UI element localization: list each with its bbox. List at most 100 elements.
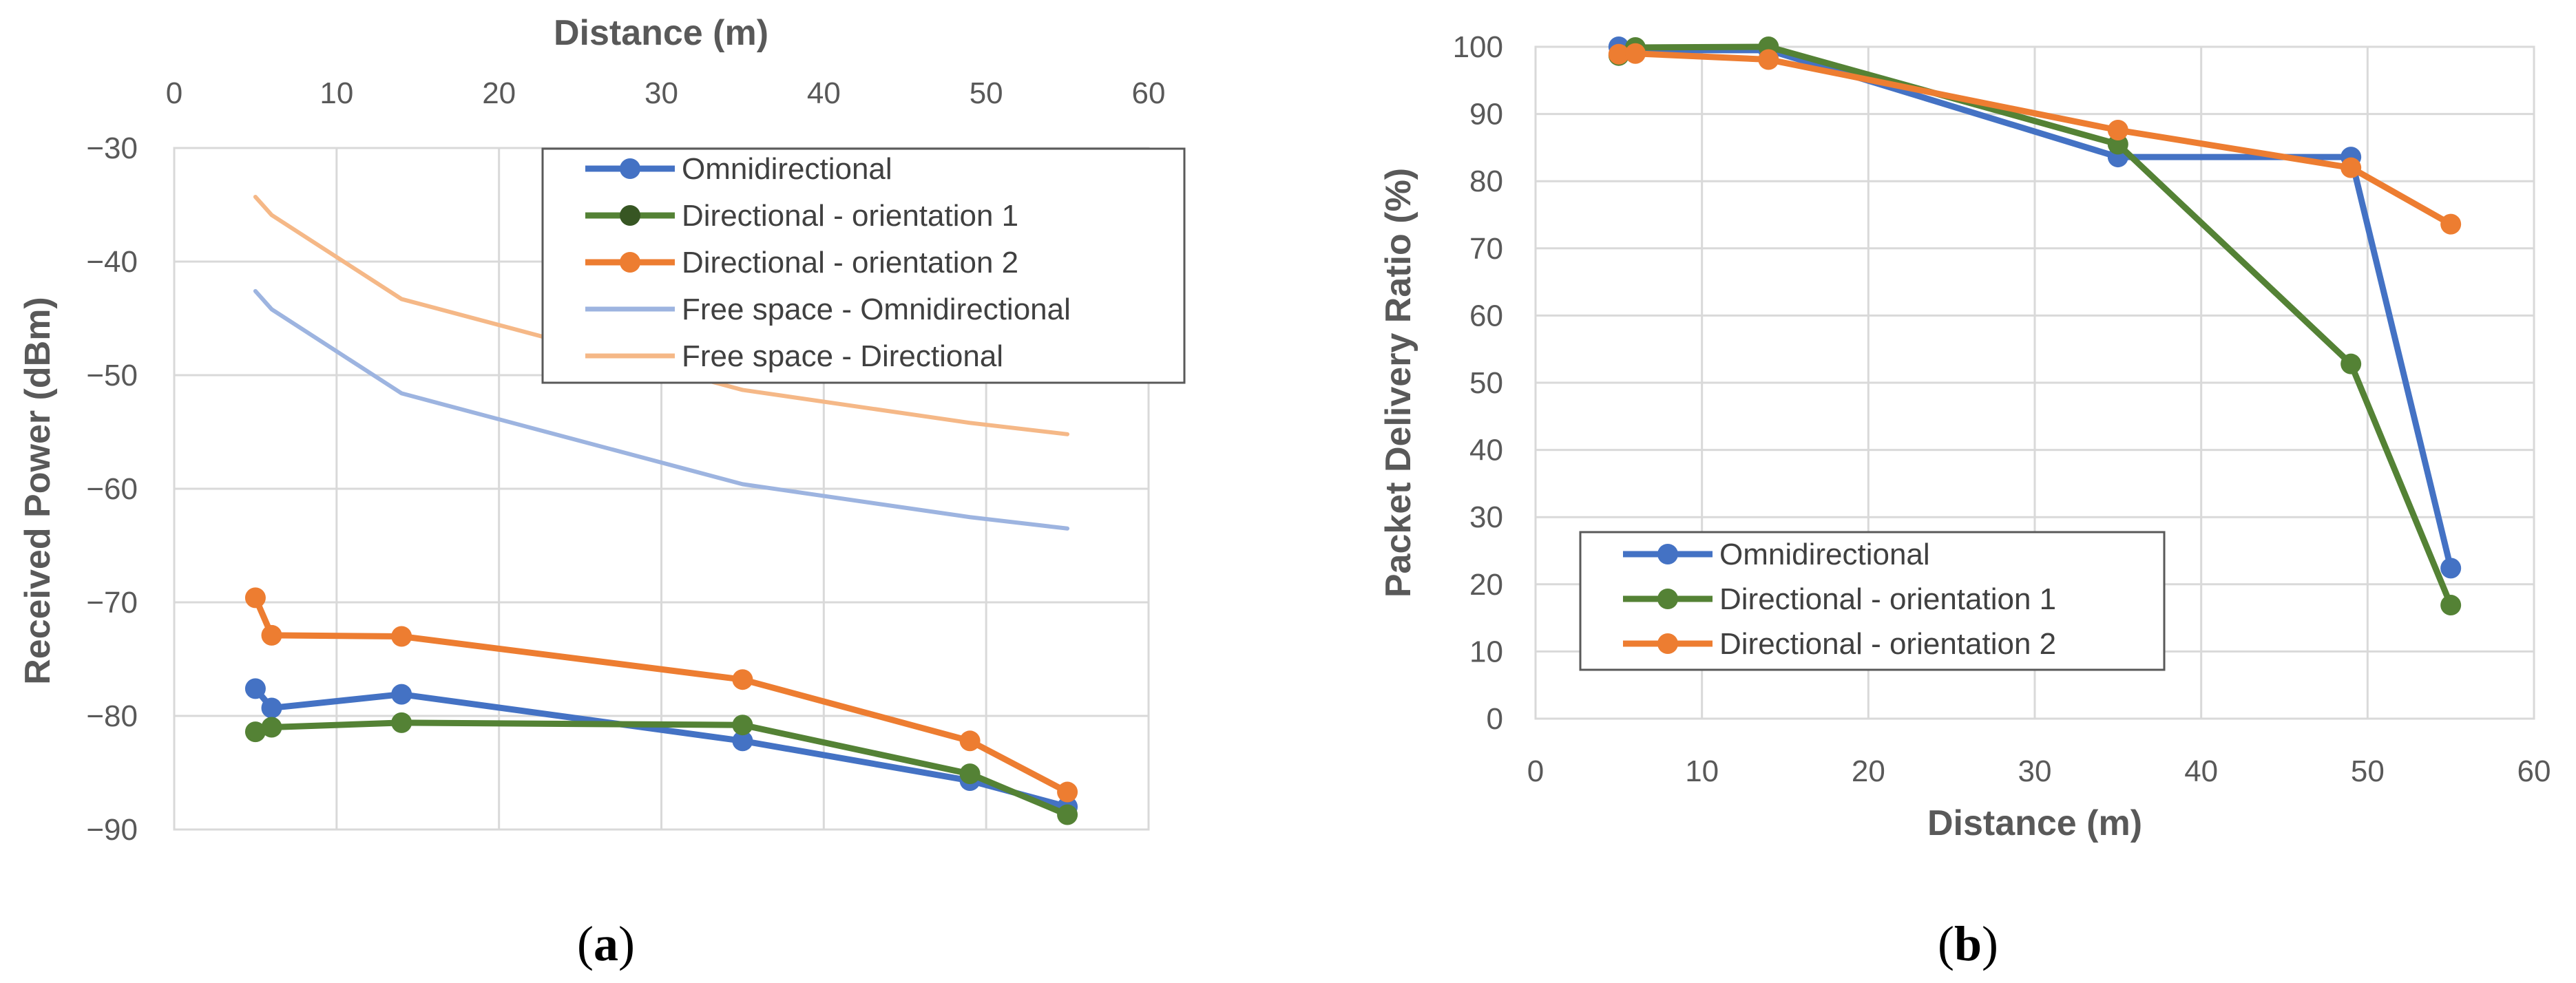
chart-a-panel-letter: a (594, 916, 618, 971)
chart-b-y-tick-label: 50 (1469, 366, 1503, 400)
chart-b-point-directional-orientation-2 (2107, 120, 2128, 141)
chart-b-legend-label: Omnidirectional (1719, 538, 1930, 571)
chart-b: 0 10 20 30 40 50 60 0 10 20 30 40 50 60 70 80 90 100 Dis… (1379, 30, 2551, 971)
chart-a-y-tick-label: −40 (86, 245, 138, 279)
chart-a-y-axis-title: Received Power (dBm) (18, 297, 58, 685)
chart-a-point-omnidirectional (391, 684, 412, 705)
chart-a-legend-swatch-marker (620, 158, 640, 179)
chart-a-legend-item-free-space-omnidirectional: Free space - Omnidirectional (585, 293, 1071, 326)
chart-b-panel-letter: b (1954, 916, 1982, 971)
chart-a-x-tick-label: 0 (166, 76, 182, 110)
chart-a-legend-label: Omnidirectional (682, 152, 892, 186)
chart-a-panel-label: (a) (577, 916, 635, 971)
chart-b-y-tick-label: 10 (1469, 635, 1503, 668)
chart-a-legend-box (541, 147, 1186, 384)
chart-b-point-directional-orientation-1 (2107, 134, 2128, 155)
chart-a-point-omnidirectional (732, 730, 753, 752)
chart-a-legend-label: Free space - Omnidirectional (682, 293, 1071, 326)
chart-b-y-tick-label: 70 (1469, 232, 1503, 266)
chart-a-legend-item-directional-orientation-2: Directional - orientation 2 (585, 246, 1018, 279)
chart-b-point-directional-orientation-2 (1608, 43, 1629, 65)
chart-a-legend-item-free-space-directional: Free space - Directional (585, 339, 1003, 373)
chart-b-point-directional-orientation-2 (2440, 213, 2462, 235)
chart-b-x-tick-label: 0 (1527, 754, 1544, 788)
chart-a-point-directional-orientation-1 (391, 712, 412, 733)
chart-a-point-directional-orientation-1 (261, 717, 282, 738)
chart-a-x-tick-label: 20 (482, 76, 516, 110)
chart-b-point-directional-orientation-2 (1625, 43, 1646, 64)
chart-b-legend-label: Directional - orientation 2 (1719, 627, 2056, 661)
chart-a-series-line-free-space-omnidirectional (253, 288, 1070, 531)
chart-a-legend-item-directional-orientation-1: Directional - orientation 1 (585, 199, 1018, 233)
chart-a-x-tick-label: 10 (320, 76, 353, 110)
chart-a-x-tick-label: 60 (1132, 76, 1166, 110)
chart-b-point-directional-orientation-1 (2341, 353, 2362, 374)
chart-a-x-tick-label: 50 (970, 76, 1003, 110)
chart-a-point-omnidirectional (244, 678, 266, 699)
chart-a-y-tick-label: −50 (86, 359, 138, 392)
chart-b-x-tick-label: 30 (2018, 754, 2052, 788)
chart-b-y-tick-label: 90 (1469, 98, 1503, 131)
chart-b-point-directional-orientation-1 (2440, 595, 2462, 616)
chart-b-legend-swatch-marker (1657, 589, 1678, 609)
chart-b-y-tick-label: 0 (1487, 702, 1503, 736)
chart-a-point-directional-orientation-1 (732, 715, 753, 736)
chart-a-point-directional-orientation-2 (1057, 781, 1078, 803)
chart-b-y-tick-label: 20 (1469, 568, 1503, 602)
chart-a-point-omnidirectional (261, 697, 282, 719)
chart-a-legend-swatch-marker (620, 252, 640, 273)
chart-b-x-tick-label: 60 (2517, 754, 2551, 788)
chart-b-legend-label: Directional - orientation 1 (1719, 582, 2056, 616)
chart-b-legend-item-omnidirectional: Omnidirectional (1623, 538, 1930, 571)
chart-b-y-ticks: 0 10 20 30 40 50 60 70 80 90 100 (1453, 30, 1503, 736)
chart-a-series (244, 194, 1078, 825)
chart-a-legend-label: Free space - Directional (682, 339, 1003, 373)
chart-b-y-axis-title: Packet Delivery Ratio (%) (1379, 168, 1418, 598)
chart-b-y-tick-label: 60 (1469, 299, 1503, 332)
chart-a-point-directional-orientation-2 (391, 626, 412, 647)
chart-a: 0 10 20 30 40 50 60 −30 −40 −50 −60 −70 −80 −90 Dist… (18, 13, 1186, 971)
chart-b-x-tick-label: 40 (2184, 754, 2218, 788)
chart-a-point-directional-orientation-2 (732, 669, 753, 690)
chart-b-y-tick-label: 40 (1469, 434, 1503, 467)
chart-b-series (1608, 36, 2462, 616)
chart-b-legend-swatch-marker (1657, 544, 1678, 564)
chart-a-y-tick-label: −60 (86, 472, 138, 506)
chart-b-x-ticks: 0 10 20 30 40 50 60 (1527, 754, 2551, 788)
chart-b-panel-label: (b) (1938, 916, 1998, 971)
chart-b-legend-swatch-marker (1657, 633, 1678, 654)
chart-a-x-tick-label: 40 (807, 76, 841, 110)
chart-b-legend: Omnidirectional Directional - orientatio… (1579, 531, 2166, 671)
chart-a-x-axis-title: Distance (m) (554, 13, 768, 53)
chart-a-legend-label: Directional - orientation 1 (682, 199, 1018, 233)
chart-b-x-tick-label: 50 (2351, 754, 2385, 788)
chart-a-point-directional-orientation-2 (959, 730, 981, 752)
chart-a-point-directional-orientation-1 (1057, 804, 1078, 825)
chart-b-x-tick-label: 10 (1685, 754, 1719, 788)
chart-b-legend-item-directional-orientation-1: Directional - orientation 1 (1623, 582, 2056, 616)
chart-b-x-axis-title: Distance (m) (1927, 803, 2142, 843)
chart-a-point-directional-orientation-1 (244, 721, 266, 743)
chart-a-y-tick-label: −80 (86, 699, 138, 733)
chart-a-legend-label: Directional - orientation 2 (682, 246, 1018, 279)
chart-a-point-directional-orientation-1 (959, 763, 981, 785)
chart-a-x-ticks: 0 10 20 30 40 50 60 (166, 76, 1166, 110)
chart-a-x-tick-label: 30 (645, 76, 678, 110)
chart-b-y-tick-label: 100 (1453, 30, 1503, 64)
chart-b-y-tick-label: 80 (1469, 165, 1503, 198)
chart-b-point-omnidirectional (2440, 558, 2462, 579)
chart-b-point-directional-orientation-2 (1758, 49, 1779, 70)
chart-a-legend-swatch-marker (620, 205, 640, 226)
chart-a-legend-item-omnidirectional: Omnidirectional (585, 152, 892, 186)
chart-a-y-tick-label: −30 (86, 131, 138, 165)
chart-a-y-tick-label: −90 (86, 813, 138, 847)
chart-a-y-ticks: −30 −40 −50 −60 −70 −80 −90 (86, 131, 138, 847)
chart-b-x-tick-label: 20 (1852, 754, 1885, 788)
chart-a-legend: Omnidirectional Directional - orientatio… (541, 147, 1186, 384)
chart-a-y-tick-label: −70 (86, 586, 138, 620)
chart-a-point-directional-orientation-2 (244, 587, 266, 609)
chart-b-point-directional-orientation-2 (2341, 157, 2362, 178)
chart-a-point-directional-orientation-2 (261, 624, 282, 646)
chart-b-y-tick-label: 30 (1469, 500, 1503, 534)
